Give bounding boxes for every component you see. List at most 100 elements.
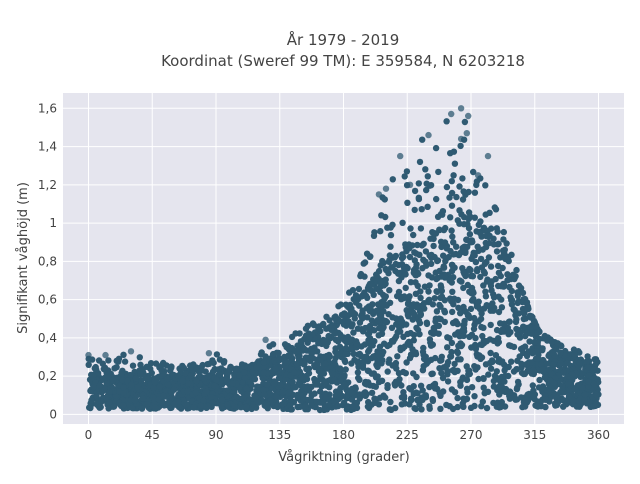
data-point [270, 357, 278, 365]
data-point [119, 402, 127, 409]
data-point [469, 238, 476, 246]
data-point [352, 299, 360, 306]
data-point [382, 185, 390, 192]
data-point [85, 351, 92, 359]
data-point [520, 323, 527, 330]
data-point [564, 380, 572, 387]
data-point [386, 356, 393, 363]
data-point [407, 279, 415, 286]
data-point [486, 209, 493, 216]
data-point [463, 376, 471, 384]
data-point [418, 406, 425, 413]
data-point [428, 260, 435, 267]
data-point [306, 334, 313, 342]
data-point [313, 398, 320, 405]
data-point [405, 241, 413, 248]
data-point [336, 343, 344, 350]
data-point [460, 284, 467, 292]
data-point [160, 392, 167, 400]
data-point [435, 330, 442, 337]
data-point [436, 389, 443, 397]
data-point [387, 398, 394, 406]
data-point [337, 365, 344, 372]
data-point [382, 394, 389, 401]
y-tick-label: 0,8 [38, 254, 57, 268]
data-point [433, 195, 440, 203]
data-point [531, 319, 538, 326]
data-point [472, 318, 479, 326]
data-point [364, 324, 372, 331]
data-point [279, 389, 286, 396]
data-point [511, 394, 518, 401]
data-point [480, 375, 487, 382]
chart-title-line-1: År 1979 - 2019 [287, 30, 400, 49]
data-point [323, 393, 330, 401]
data-point [293, 360, 301, 368]
data-point [171, 400, 178, 408]
data-point [548, 349, 556, 356]
data-point [522, 396, 529, 403]
data-point [292, 383, 299, 391]
data-point [553, 401, 561, 409]
data-point [386, 257, 393, 264]
data-point [407, 225, 414, 232]
data-point [433, 275, 440, 283]
data-point [592, 402, 599, 410]
data-point [447, 247, 454, 255]
data-point [89, 372, 97, 379]
data-point [342, 350, 349, 358]
data-point [264, 400, 271, 407]
data-point [337, 301, 344, 308]
data-point [376, 394, 384, 401]
data-point [321, 380, 329, 387]
data-point [529, 382, 536, 389]
data-point [316, 406, 324, 414]
data-point [367, 304, 374, 312]
data-point [147, 360, 155, 367]
data-point [314, 381, 321, 388]
data-point [384, 384, 391, 392]
data-point [470, 325, 478, 333]
data-point [570, 397, 577, 404]
data-point [504, 277, 511, 284]
data-point [571, 351, 578, 358]
data-point [490, 399, 497, 407]
data-point [508, 251, 515, 258]
data-point [500, 249, 508, 257]
data-point [430, 242, 437, 250]
data-point [132, 375, 140, 382]
data-point [404, 311, 412, 319]
data-point [260, 391, 268, 398]
data-point [513, 325, 520, 333]
data-point [103, 380, 110, 387]
data-point [425, 288, 432, 295]
data-point [435, 168, 442, 176]
data-point [451, 360, 458, 368]
data-point [315, 340, 322, 347]
data-point [464, 389, 471, 396]
data-point [375, 267, 383, 275]
data-point [272, 365, 279, 372]
data-point [419, 394, 427, 401]
x-tick-label: 0 [85, 428, 93, 442]
data-point [500, 228, 507, 236]
data-point [203, 388, 210, 395]
data-point [355, 285, 363, 293]
data-point [407, 395, 415, 402]
data-point [137, 371, 144, 378]
data-point [514, 299, 521, 307]
data-point [100, 365, 108, 373]
data-point [394, 353, 401, 360]
data-point [395, 370, 403, 377]
x-tick-label: 45 [145, 428, 160, 442]
data-point [400, 333, 407, 340]
data-point [524, 391, 531, 398]
data-point [425, 358, 432, 365]
data-point [402, 284, 409, 292]
data-point [218, 403, 225, 410]
data-point [98, 398, 105, 406]
data-point [412, 264, 420, 272]
data-point [429, 396, 436, 403]
data-point [566, 386, 573, 394]
data-point [345, 318, 352, 325]
